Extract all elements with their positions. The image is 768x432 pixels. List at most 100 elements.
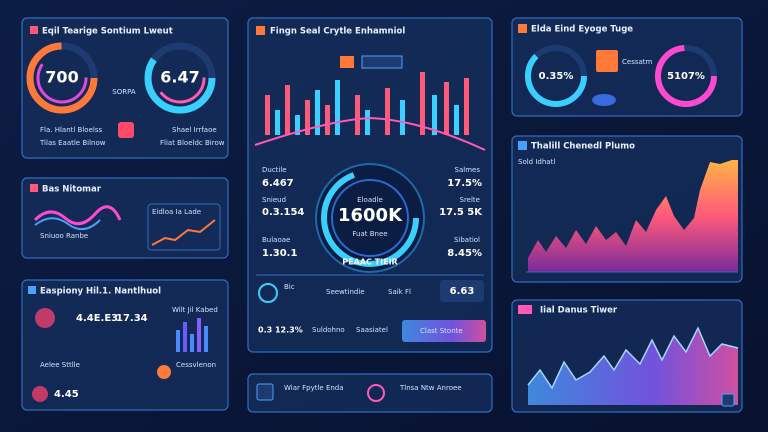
panel-area-warm: Thalill Chenedl Plumo Sold Idhatl [511, 135, 743, 283]
panel-area-cool-shape [528, 328, 738, 405]
stat-label: Ductile [262, 166, 287, 174]
item: Shael Irrfaoe [172, 126, 217, 134]
tag: Sold Idhatl [518, 158, 555, 166]
item: Tilas Eaatle Bilnow [39, 139, 106, 147]
panel-summary-shape [190, 334, 194, 352]
gauge-caption: Fuat Bnee [352, 230, 387, 238]
item: Wilt Jil Kabed [172, 306, 218, 314]
panel-area-warm-shape [528, 160, 738, 272]
item: Tlnsa Ntw Anroee [399, 384, 462, 392]
panel-summary-shape [157, 365, 171, 379]
item: Fliat Bloeldc Birow [160, 139, 225, 147]
panel-main: Fingn Seal Crytle Enhamniol Eloadle 1600… [247, 17, 493, 353]
panel-title: Eqil Tearige Sontium Lweut [42, 27, 173, 37]
panel-status-shape [118, 122, 134, 138]
panel-status-shape [30, 26, 38, 34]
gauge-value: 0.35% [539, 71, 574, 82]
value: 17.34 [116, 313, 148, 324]
item: Aelee Sttlle [40, 361, 80, 369]
panel-status-shape [154, 52, 206, 104]
tag: SORPA [112, 88, 136, 96]
panel-rates: Elda Eind Eyoge Tuge 0.35% Cessatm 5107% [511, 17, 743, 117]
gauge-label: PEAAC TIEIR [342, 258, 397, 267]
panel-title: Fingn Seal Crytle Enhamniol [270, 27, 405, 37]
panel-title: Bas Nitomar [42, 185, 102, 195]
panel-main-shape [402, 320, 486, 342]
panel-status-shape [26, 42, 98, 114]
panel-monitor-shape [30, 184, 38, 192]
candles-shape [432, 95, 437, 135]
item: Saik Fl [388, 288, 411, 296]
panel-main-shape [254, 116, 486, 151]
candles-shape [305, 100, 310, 135]
panel-title: Thalill Chenedl Plumo [531, 142, 635, 152]
panel-rates-shape [655, 45, 717, 107]
panel-footer-shape [367, 384, 385, 402]
item: Fla. Hlantl Bloelss [40, 126, 102, 134]
panel-monitor: Bas Nitomar Sniuoo Ranbe Eidloa Ia Lade [21, 177, 229, 259]
panel-main-shape [361, 55, 403, 69]
panel-status-shape [36, 52, 88, 104]
item: Wiar Fpytle Enda [284, 384, 344, 392]
candles-shape [464, 78, 469, 135]
panel-status-shape [21, 17, 229, 159]
candles-shape [444, 82, 449, 135]
panel-status-shape [144, 42, 216, 114]
panel-main-shape [340, 56, 354, 68]
gauge-value: 1600K [338, 205, 403, 226]
candles-shape [285, 85, 290, 135]
panel-footer: Wiar Fpytle Enda Tlnsa Ntw Anroee [247, 373, 493, 413]
candles-shape [325, 105, 330, 135]
panel-rates-shape [511, 17, 743, 117]
panel-summary-shape [35, 308, 55, 328]
panel-area-cool-shape [721, 393, 735, 407]
value: 4.45 [54, 389, 79, 400]
panel-title: Iial Danus Tiwer [540, 306, 618, 316]
stat-label: Salmes [455, 166, 481, 174]
candles-shape [315, 90, 320, 135]
panel-area-cool-shape [518, 305, 532, 314]
panel-area-cool: Iial Danus Tiwer [511, 299, 743, 413]
stat-value: 0.3.154 [262, 207, 304, 218]
stat-value: 17.5% [447, 178, 482, 189]
stat-value: 8.45% [447, 248, 482, 259]
panel-monitor-shape [34, 217, 101, 231]
panel-summary-shape [183, 322, 187, 352]
candles-shape [355, 95, 360, 135]
stat-label: Sibatiol [454, 236, 480, 244]
stat-label: Snieud [262, 196, 286, 204]
stat-value: 1.30.1 [262, 248, 297, 259]
panel-summary-shape [32, 386, 48, 402]
gauge-value: 700 [45, 68, 78, 87]
stat-value: 17.5 5K [439, 207, 483, 218]
panel-main-shape [256, 26, 265, 35]
item: Bic [284, 283, 295, 291]
panel-area-cool-shape [527, 326, 739, 390]
panel-rates-shape [518, 24, 527, 33]
panel-main-shape [331, 179, 409, 257]
panel-footer-shape [256, 383, 274, 401]
candles-shape [420, 72, 425, 135]
stat-label: Bulaoae [262, 236, 290, 244]
candles-shape [295, 115, 300, 135]
candles-shape [454, 105, 459, 135]
panel-summary-shape [204, 326, 208, 352]
tag: Cessatm [622, 58, 653, 66]
candles-shape [265, 95, 270, 135]
stat-label: Srelte [460, 196, 480, 204]
panel-area-warm-shape [518, 141, 527, 150]
candles-shape [275, 110, 280, 135]
panel-rates-shape [525, 45, 587, 107]
panel-summary-shape [21, 279, 229, 411]
item: Saasiatel [356, 326, 388, 334]
value: 0.3 12.3% [258, 326, 303, 335]
panel-rates-shape [592, 94, 616, 106]
stat-value: 6.467 [262, 178, 294, 189]
panel-title: Elda Eind Eyoge Tuge [531, 25, 633, 35]
item: Eidloa Ia Lade [152, 208, 201, 216]
panel-monitor-shape [33, 205, 122, 226]
panel-footer-shape [247, 373, 493, 413]
panel-main-shape [258, 283, 278, 303]
